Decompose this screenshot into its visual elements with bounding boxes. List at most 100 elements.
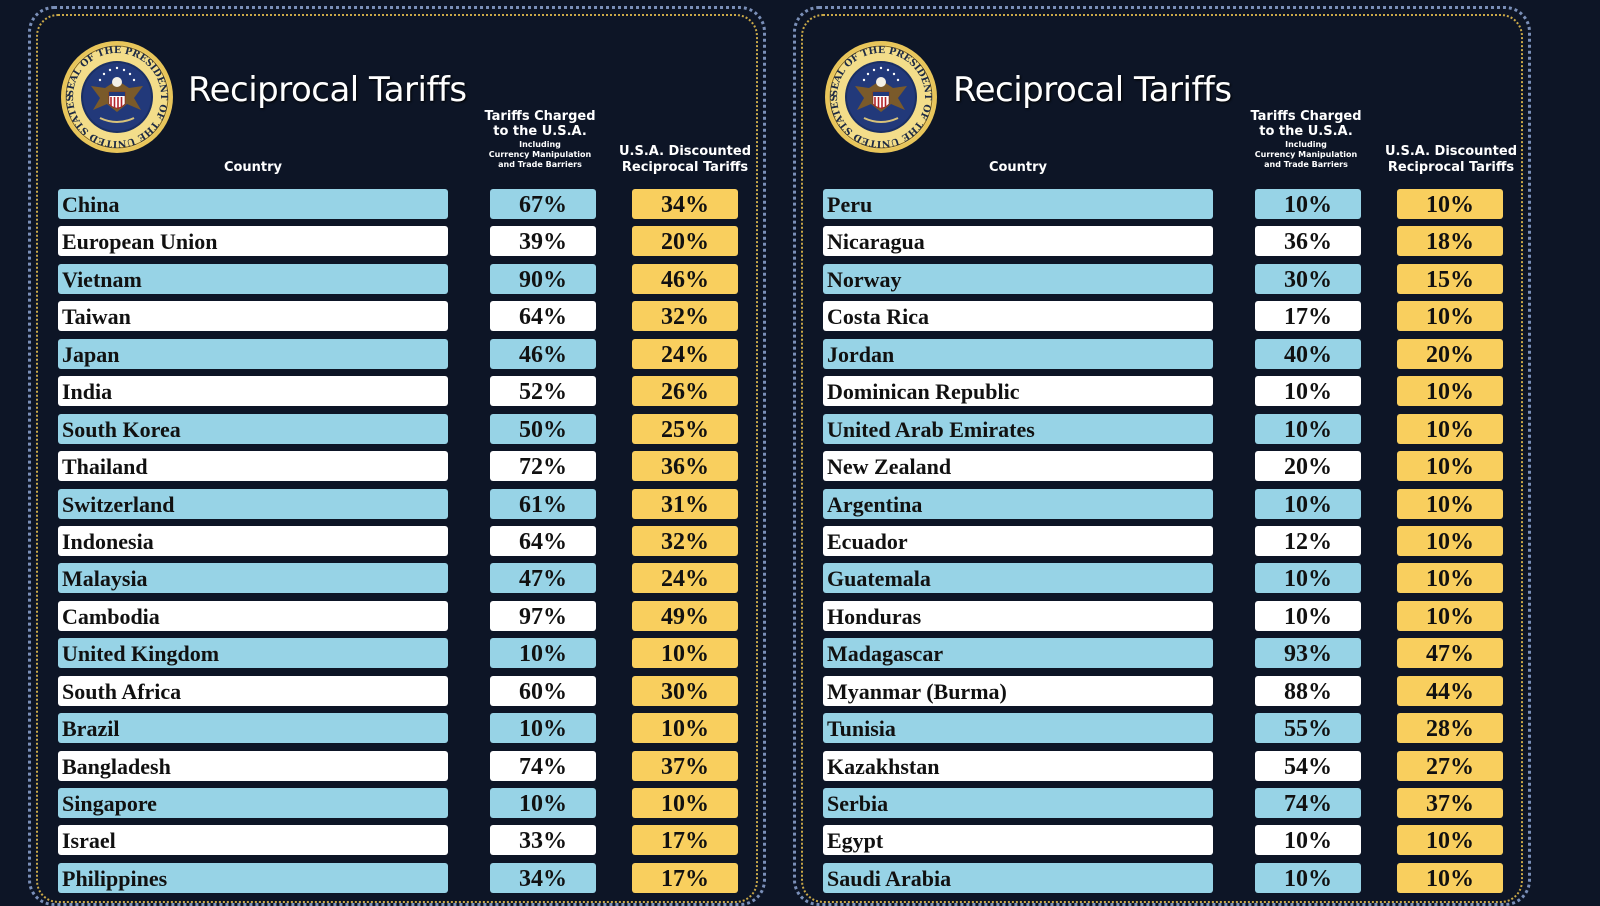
discounted-tariff-cell: 32% [632, 525, 738, 556]
tariff-charged-cell: 30% [1255, 263, 1361, 294]
column-header-country: Country [988, 160, 1048, 175]
tariff-charged-cell: 10% [1255, 376, 1361, 407]
country-cell: Philippines [58, 862, 448, 893]
country-cell: Kazakhstan [823, 750, 1213, 781]
discounted-tariff-cell: 10% [1397, 301, 1503, 332]
discounted-tariff-cell: 18% [1397, 226, 1503, 257]
discounted-tariff-cell: 46% [632, 263, 738, 294]
discounted-tariff-cell: 27% [1397, 750, 1503, 781]
discounted-tariff-cell: 26% [632, 376, 738, 407]
tariff-charged-cell: 10% [490, 713, 596, 744]
discounted-tariff-cell: 20% [632, 226, 738, 257]
country-cell: European Union [58, 226, 448, 257]
column-header-charged: Tariffs Charged to the U.S.A. Including … [480, 109, 600, 170]
tariff-charged-cell: 64% [490, 301, 596, 332]
header-charged-line-5: and Trade Barriers [1264, 159, 1348, 169]
discounted-tariff-cell: 15% [1397, 263, 1503, 294]
discounted-tariff-cell: 10% [1397, 825, 1503, 856]
discounted-tariff-cell: 37% [632, 750, 738, 781]
country-cell: Tunisia [823, 713, 1213, 744]
header-charged-line-4: Currency Manipulation [1254, 149, 1358, 159]
tariff-charged-cell: 10% [1255, 563, 1361, 594]
tariff-charged-cell: 93% [1255, 638, 1361, 669]
tariff-charged-cell: 17% [1255, 301, 1361, 332]
tariff-charged-cell: 10% [1255, 862, 1361, 893]
country-cell: Ecuador [823, 525, 1213, 556]
discounted-tariff-cell: 17% [632, 862, 738, 893]
tariff-charged-cell: 10% [490, 788, 596, 818]
country-cell: Saudi Arabia [823, 862, 1213, 893]
discounted-tariff-cell: 10% [1397, 488, 1503, 519]
tariff-charged-cell: 64% [490, 525, 596, 556]
tariff-charged-cell: 50% [490, 413, 596, 444]
tariff-charged-cell: 60% [490, 675, 596, 706]
header-discount-line-1: U.S.A. Discounted [618, 144, 752, 159]
header-charged-line-1: Tariffs Charged [1250, 109, 1362, 124]
tariff-charged-cell: 33% [490, 825, 596, 856]
tariff-charged-cell: 54% [1255, 750, 1361, 781]
tariff-charged-cell: 67% [490, 189, 596, 219]
tariff-charged-cell: 10% [1255, 189, 1361, 219]
country-cell: Serbia [823, 788, 1213, 818]
country-cell: South Africa [58, 675, 448, 706]
country-cell: Taiwan [58, 301, 448, 332]
header-charged-line-5: and Trade Barriers [498, 159, 582, 169]
header-discount-line-1: U.S.A. Discounted [1384, 144, 1518, 159]
tariff-charged-cell: 10% [490, 638, 596, 669]
discounted-tariff-cell: 36% [632, 451, 738, 482]
header-charged-line-1: Tariffs Charged [484, 109, 596, 124]
country-cell: Guatemala [823, 563, 1213, 594]
page-title: Reciprocal Tariffs [188, 70, 467, 110]
tariff-charged-cell: 40% [1255, 338, 1361, 369]
country-cell: Peru [823, 189, 1213, 219]
tariff-charged-cell: 74% [1255, 788, 1361, 818]
discounted-tariff-cell: 10% [1397, 862, 1503, 893]
discounted-tariff-cell: 47% [1397, 638, 1503, 669]
tariff-charged-cell: 72% [490, 451, 596, 482]
discounted-tariff-cell: 34% [632, 189, 738, 219]
header-charged-line-3: Including [519, 139, 561, 149]
country-cell: Vietnam [58, 263, 448, 294]
country-cell: Thailand [58, 451, 448, 482]
country-cell: Costa Rica [823, 301, 1213, 332]
discounted-tariff-cell: 10% [1397, 376, 1503, 407]
country-cell: South Korea [58, 413, 448, 444]
header-charged-line-3: Including [1285, 139, 1327, 149]
header-charged-line-2: to the U.S.A. [493, 123, 587, 139]
country-cell: United Arab Emirates [823, 413, 1213, 444]
column-header-country: Country [223, 160, 283, 175]
country-cell: Myanmar (Burma) [823, 675, 1213, 706]
discounted-tariff-cell: 49% [632, 600, 738, 631]
country-cell: Israel [58, 825, 448, 856]
country-cell: Switzerland [58, 488, 448, 519]
discounted-tariff-cell: 32% [632, 301, 738, 332]
tariff-charged-cell: 97% [490, 600, 596, 631]
country-cell: India [58, 376, 448, 407]
discounted-tariff-cell: 10% [1397, 563, 1503, 594]
tariff-charged-cell: 12% [1255, 525, 1361, 556]
country-cell: Malaysia [58, 563, 448, 594]
page-title: Reciprocal Tariffs [953, 70, 1232, 110]
discounted-tariff-cell: 30% [632, 675, 738, 706]
country-cell: Jordan [823, 338, 1213, 369]
country-cell: United Kingdom [58, 638, 448, 669]
country-cell: Indonesia [58, 525, 448, 556]
header-charged-line-2: to the U.S.A. [1259, 123, 1353, 139]
country-cell: Japan [58, 338, 448, 369]
column-header-discounted: U.S.A. Discounted Reciprocal Tariffs [615, 144, 755, 177]
country-cell: Nicaragua [823, 226, 1213, 257]
tariff-charged-cell: 10% [1255, 825, 1361, 856]
tariff-charged-cell: 34% [490, 862, 596, 893]
discounted-tariff-cell: 10% [1397, 451, 1503, 482]
country-cell: China [58, 189, 448, 219]
country-cell: New Zealand [823, 451, 1213, 482]
discounted-tariff-cell: 10% [632, 713, 738, 744]
tariff-charged-cell: 46% [490, 338, 596, 369]
tariff-charged-cell: 10% [1255, 600, 1361, 631]
discounted-tariff-cell: 10% [1397, 600, 1503, 631]
discounted-tariff-cell: 17% [632, 825, 738, 856]
tariff-charged-cell: 20% [1255, 451, 1361, 482]
country-cell: Dominican Republic [823, 376, 1213, 407]
country-cell: Singapore [58, 788, 448, 818]
discounted-tariff-cell: 10% [632, 638, 738, 669]
